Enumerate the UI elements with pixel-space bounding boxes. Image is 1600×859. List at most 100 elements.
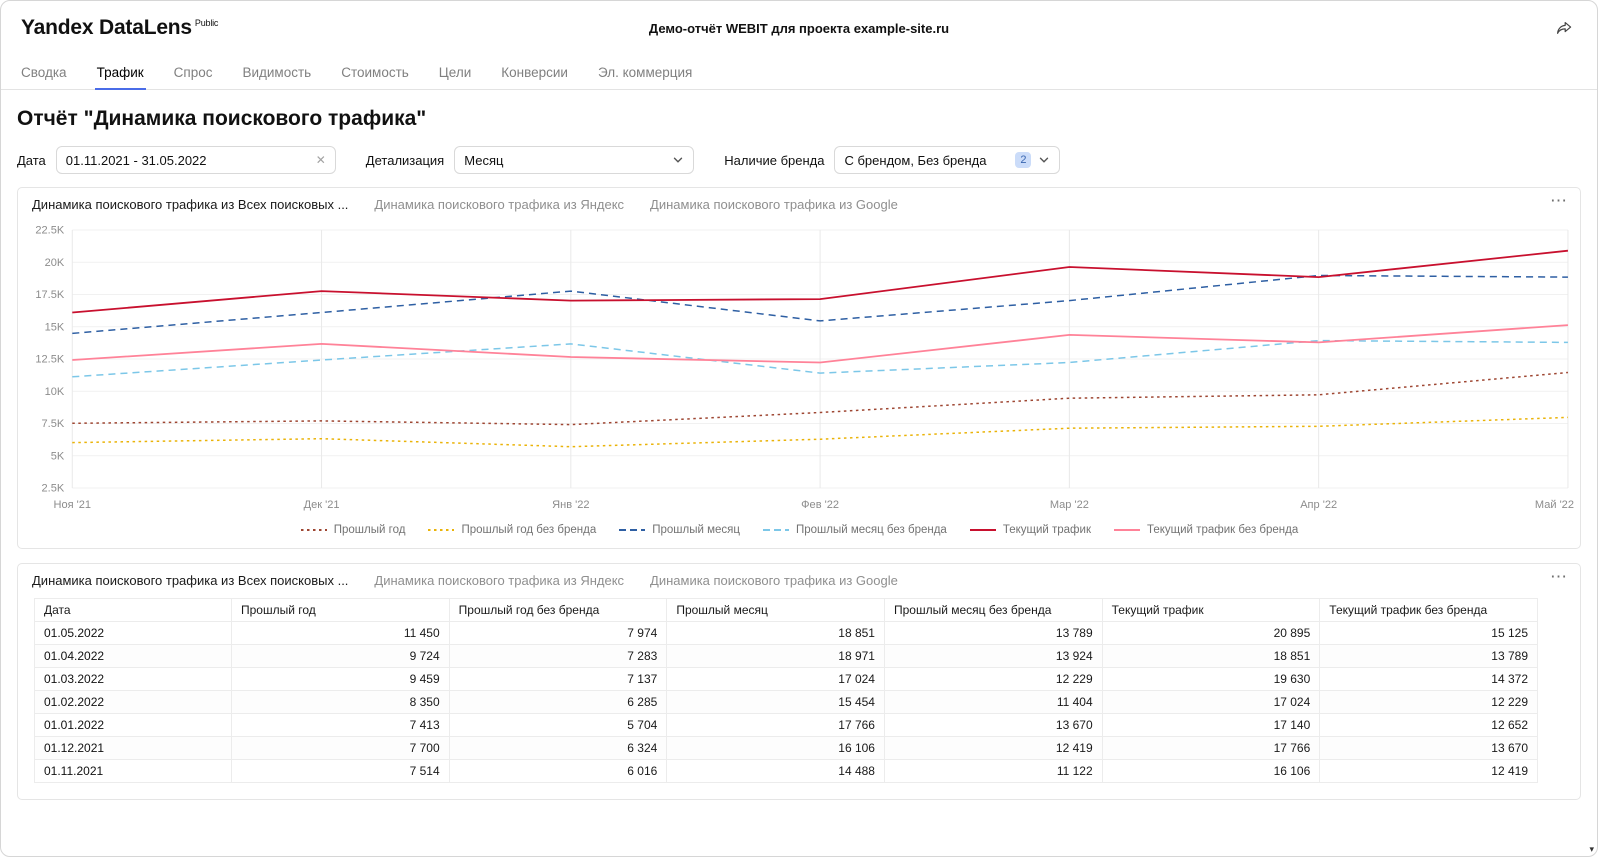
svg-text:12.5K: 12.5K — [35, 354, 65, 366]
nav-tab[interactable]: Трафик — [94, 55, 146, 90]
scrollbar-down-arrow[interactable]: ▾ — [1589, 844, 1594, 854]
legend-label: Прошлый год — [333, 524, 406, 536]
date-range-value: 01.11.2021 - 31.05.2022 — [65, 152, 207, 168]
cell-value: 19 630 — [1101, 667, 1321, 691]
cell-value: 16 106 — [1101, 759, 1321, 783]
cell-value: 7 413 — [231, 713, 450, 737]
cell-value: 15 454 — [666, 690, 885, 714]
cell-value: 6 016 — [448, 759, 668, 783]
cell-value: 7 700 — [231, 736, 450, 760]
widget-tab[interactable]: Динамика поискового трафика из Яндекс — [374, 573, 625, 588]
legend-marker-icon — [300, 529, 327, 531]
traffic-table: Дата Прошлый год Прошлый год без бренда Про… — [34, 598, 1538, 783]
svg-text:Янв '22: Янв '22 — [552, 499, 589, 511]
column-header: Дата — [34, 598, 232, 622]
brand-count-badge: 2 — [1015, 152, 1032, 168]
legend-label: Прошлый месяц — [652, 524, 740, 536]
cell-value: 5 704 — [448, 713, 668, 737]
detail-select[interactable]: Месяц — [454, 146, 695, 174]
cell-value: 18 971 — [666, 644, 885, 668]
nav-tab[interactable]: Эл. коммерция — [597, 65, 693, 80]
brand-filter: Наличие бренда С брендом, Без бренда 2 — [724, 146, 1061, 174]
legend-item[interactable]: Прошлый месяц без бренда — [762, 524, 947, 536]
cell-value: 11 122 — [883, 759, 1103, 783]
traffic-chart-svg: 22.5K 20K 17.5K 15K 12.5K 10K 7.5K 5K 2.5K Ноя '2… — [35, 225, 1574, 511]
cell-value: 16 106 — [666, 736, 885, 760]
svg-text:7.5K: 7.5K — [42, 418, 65, 430]
nav-tabs: Сводка Трафик Спрос Видимость Стоимость Цели К… — [1, 55, 1597, 90]
brand-select[interactable]: С брендом, Без бренда 2 — [834, 146, 1061, 174]
svg-text:Ноя '21: Ноя '21 — [53, 499, 91, 511]
cell-value: 12 229 — [883, 667, 1103, 691]
clear-date-icon[interactable]: ✕ — [315, 153, 326, 167]
nav-tab[interactable]: Сводка — [21, 65, 67, 80]
table-head: Дата Прошлый год Прошлый год без бренда Про… — [34, 598, 1538, 622]
share-button[interactable] — [1551, 15, 1577, 41]
legend-item[interactable]: Прошлый год без бренда — [427, 524, 596, 536]
table-more-button[interactable]: ⋯ — [1550, 567, 1568, 586]
widget-tab[interactable]: Динамика поискового трафика из Google — [650, 197, 898, 212]
widget-tab[interactable]: Динамика поискового трафика из Всех поис… — [32, 573, 349, 588]
cell-value: 14 372 — [1319, 667, 1538, 691]
chart-widget-header: Динамика поискового трафика из Всех поис… — [18, 188, 1580, 218]
column-header: Прошлый год — [231, 598, 450, 622]
date-range-input[interactable]: 01.11.2021 - 31.05.2022 ✕ — [55, 146, 336, 174]
widget-tab[interactable]: Динамика поискового трафика из Google — [650, 573, 898, 588]
legend-marker-icon — [1113, 529, 1140, 531]
legend-label: Текущий трафик — [1002, 524, 1091, 536]
table-body: 01.05.2022 11 450 7 974 18 851 13 789 20 895 1… — [34, 621, 1538, 783]
datalens-logo[interactable]: Yandex DataLens Public — [21, 16, 218, 40]
cell-value: 13 670 — [883, 713, 1103, 737]
cell-value: 17 766 — [666, 713, 885, 737]
legend-item[interactable]: Прошлый год — [300, 524, 406, 536]
cell-value: 15 125 — [1319, 621, 1538, 645]
table-row: 01.11.2021 7 514 6 016 14 488 11 122 16 106 12… — [34, 759, 1538, 783]
cell-value: 13 924 — [883, 644, 1103, 668]
legend-label: Текущий трафик без бренда — [1146, 524, 1299, 536]
share-icon — [1557, 22, 1572, 34]
table-row: 01.03.2022 9 459 7 137 17 024 12 229 19 630 14… — [34, 667, 1538, 691]
brand-filter-label: Наличие бренда — [724, 152, 825, 168]
cell-value: 17 024 — [1101, 690, 1321, 714]
public-badge: Public — [194, 18, 219, 28]
legend-item[interactable]: Текущий трафик без бренда — [1113, 524, 1298, 536]
legend-marker-icon — [762, 529, 789, 531]
cell-value: 12 229 — [1319, 690, 1538, 714]
table-row: 01.04.2022 9 724 7 283 18 971 13 924 18 851 13… — [34, 644, 1538, 668]
cell-value: 7 137 — [448, 667, 668, 691]
nav-tab[interactable]: Конверсии — [501, 65, 568, 80]
cell-value: 6 285 — [448, 690, 668, 714]
svg-text:Дек '21: Дек '21 — [304, 499, 340, 511]
cell-value: 6 324 — [448, 736, 668, 760]
chevron-down-icon — [1038, 154, 1050, 166]
nav-tab[interactable]: Видимость — [242, 65, 312, 80]
legend-marker-icon — [428, 529, 455, 531]
table-widget: Динамика поискового трафика из Всех поис… — [17, 563, 1581, 800]
header: Yandex DataLens Public Демо-отчёт WEBIT д… — [1, 1, 1597, 55]
chart-more-button[interactable]: ⋯ — [1550, 191, 1568, 210]
table-row: 01.01.2022 7 413 5 704 17 766 13 670 17 140 12… — [34, 713, 1538, 737]
legend-label: Прошлый месяц без бренда — [795, 524, 947, 536]
chart-legend: Прошлый год Прошлый год без бренда Прошлый… — [18, 516, 1580, 548]
nav-tab[interactable]: Спрос — [173, 65, 213, 80]
cell-value: 17 024 — [666, 667, 885, 691]
widget-tab[interactable]: Динамика поискового трафика из Всех поис… — [32, 197, 349, 212]
nav-tab[interactable]: Стоимость — [341, 65, 409, 80]
cell-date: 01.05.2022 — [34, 621, 232, 645]
cell-value: 13 789 — [1319, 644, 1538, 668]
dashboard-title: Демо-отчёт WEBIT для проекта example-sit… — [648, 20, 950, 36]
traffic-chart[interactable]: 22.5K 20K 17.5K 15K 12.5K 10K 7.5K 5K 2.5K Ноя '2… — [18, 218, 1580, 516]
legend-item[interactable]: Текущий трафик — [969, 524, 1091, 536]
widget-tab[interactable]: Динамика поискового трафика из Яндекс — [374, 197, 625, 212]
column-header: Прошлый год без бренда — [448, 598, 668, 622]
cell-value: 11 450 — [231, 621, 450, 645]
logo-text: Yandex DataLens — [21, 16, 192, 39]
svg-text:Апр '22: Апр '22 — [1300, 499, 1337, 511]
legend-item[interactable]: Прошлый месяц — [618, 524, 740, 536]
svg-text:10K: 10K — [45, 386, 65, 398]
nav-tab[interactable]: Цели — [438, 65, 472, 80]
cell-value: 12 419 — [1319, 759, 1538, 783]
chart-widget: Динамика поискового трафика из Всех поис… — [17, 187, 1581, 549]
cell-date: 01.04.2022 — [34, 644, 232, 668]
cell-value: 7 283 — [448, 644, 668, 668]
